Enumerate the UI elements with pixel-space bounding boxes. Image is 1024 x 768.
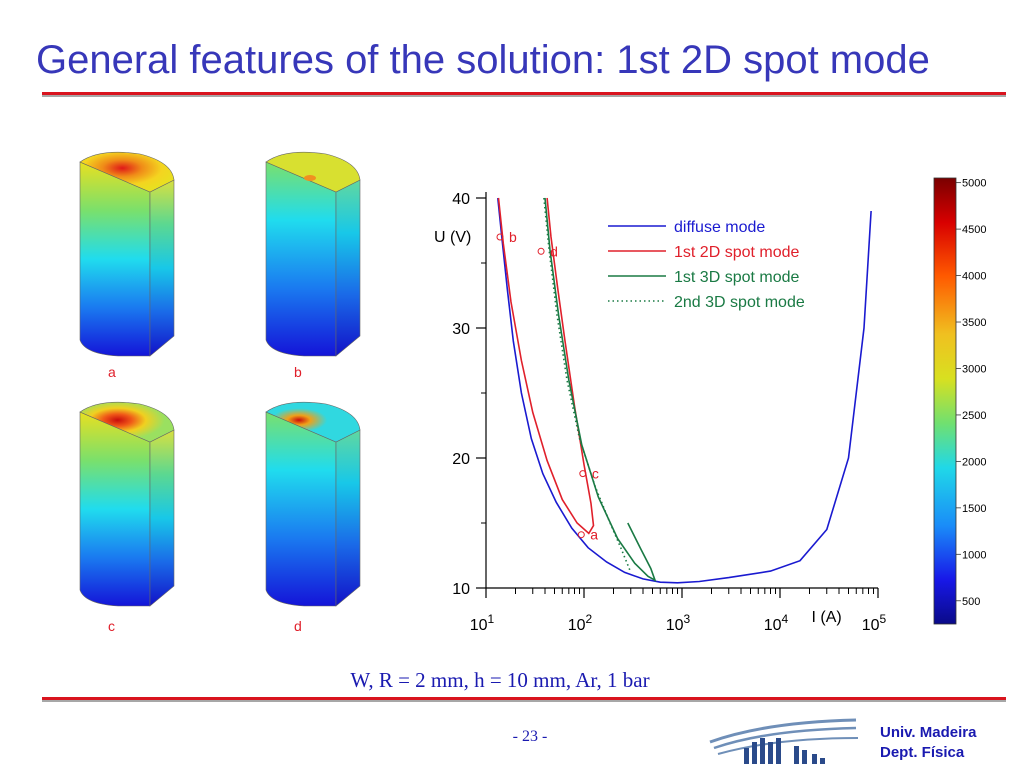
x-tick-label-4: 105: [862, 612, 887, 634]
temperature-colorbar: 5000 4500 4000 3500 3000 2500 2000 1500 1000 500: [933, 177, 986, 625]
panel-c: [79, 401, 175, 607]
legend-label-1: 1st 2D spot mode: [674, 244, 800, 261]
annotation-label-b: b: [509, 229, 517, 245]
colorbar-tick-label-2500: 2500: [962, 410, 986, 422]
footer-rule: [42, 697, 1006, 700]
panel-b: [265, 151, 361, 357]
panel-d-label: d: [294, 618, 302, 634]
legend-label-2: 1st 3D spot mode: [674, 269, 800, 286]
title-rule-shadow: [42, 95, 1006, 97]
slide-title: General features of the solution: 1st 2D…: [36, 38, 930, 82]
panel-d: [265, 401, 361, 607]
slide-caption: W, R = 2 mm, h = 10 mm, Ar, 1 bar: [350, 668, 650, 692]
colorbar-tick-label-4000: 4000: [962, 271, 986, 283]
colorbar-tick-label-500: 500: [962, 596, 980, 608]
y-tick-label-20: 20: [452, 451, 470, 468]
colorbar-tick-label-3500: 3500: [962, 317, 986, 329]
series-line-1st-3d-spot-mode: [544, 197, 657, 582]
series-line-2nd-3d-spot-mode: [543, 197, 632, 573]
iv-chart: 10 20 30 40 101 102 103 104 105 U (V) I (A) diffuse…: [434, 191, 887, 634]
footer-rule-shadow: [42, 700, 1006, 702]
series-line-1st-2d-spot-mode: [497, 197, 595, 535]
colorbar-tick-label-1500: 1500: [962, 503, 986, 515]
university-logo: [709, 718, 859, 764]
colorbar-tick-label-2000: 2000: [962, 456, 986, 468]
legend-label-0: diffuse mode: [674, 219, 765, 236]
x-tick-label-3: 104: [764, 612, 789, 634]
annotation-marker-a: [577, 531, 585, 539]
colorbar-tick-label-5000: 5000: [962, 178, 986, 190]
colorbar-tick-label-3000: 3000: [962, 363, 986, 375]
colorbar-tick-label-4500: 4500: [962, 224, 986, 236]
title-rule: [42, 92, 1006, 95]
legend-label-3: 2nd 3D spot mode: [674, 294, 805, 311]
x-tick-label-0: 101: [470, 612, 495, 634]
annotation-marker-d: [537, 247, 545, 255]
y-tick-label-30: 30: [452, 321, 470, 338]
annotation-label-d: d: [550, 243, 558, 259]
panel-b-label: b: [294, 364, 302, 380]
page-number: - 23 -: [512, 728, 548, 745]
colorbar-gradient: [933, 177, 957, 625]
university-name: Univ. Madeira: [880, 724, 977, 741]
x-tick-label-2: 103: [666, 612, 691, 634]
y-axis-label: U (V): [434, 229, 471, 246]
panel-a: [79, 151, 175, 357]
annotation-marker-c: [579, 470, 587, 478]
x-tick-label-1: 102: [568, 612, 593, 634]
y-tick-label-10: 10: [452, 581, 470, 598]
annotation-label-a: a: [590, 527, 598, 543]
annotation-marker-b: [496, 233, 504, 241]
panel-c-label: c: [108, 618, 115, 634]
annotation-label-c: c: [592, 466, 599, 482]
department-name: Dept. Física: [880, 744, 965, 761]
panel-a-label: a: [108, 364, 116, 380]
series-line-diffuse-mode: [497, 197, 872, 584]
x-axis-label: I (A): [812, 609, 842, 626]
colorbar-tick-label-1000: 1000: [962, 549, 986, 561]
cylinder-panels: [79, 151, 361, 607]
y-tick-label-40: 40: [452, 191, 470, 208]
